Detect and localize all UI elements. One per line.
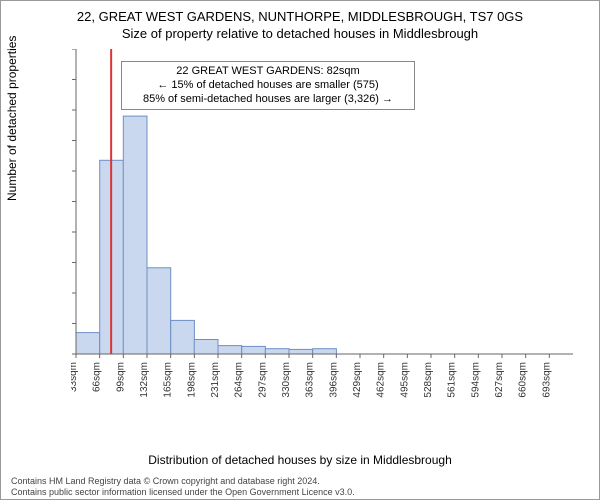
- callout-line-2: ← 15% of detached houses are smaller (57…: [128, 79, 408, 93]
- svg-text:594sqm: 594sqm: [470, 362, 481, 398]
- y-axis-label: Number of detached properties: [5, 36, 19, 201]
- svg-text:99sqm: 99sqm: [115, 362, 126, 392]
- svg-text:495sqm: 495sqm: [399, 362, 410, 398]
- callout-box: 22 GREAT WEST GARDENS: 82sqm ← 15% of de…: [121, 61, 415, 110]
- svg-text:429sqm: 429sqm: [352, 362, 363, 398]
- svg-text:66sqm: 66sqm: [92, 362, 103, 392]
- svg-text:33sqm: 33sqm: [71, 362, 79, 392]
- svg-text:132sqm: 132sqm: [139, 362, 150, 398]
- svg-text:396sqm: 396sqm: [328, 362, 339, 398]
- callout-line-1: 22 GREAT WEST GARDENS: 82sqm: [128, 65, 408, 79]
- title-line-2: Size of property relative to detached ho…: [9, 26, 591, 43]
- svg-text:198sqm: 198sqm: [186, 362, 197, 398]
- svg-text:231sqm: 231sqm: [210, 362, 221, 398]
- x-axis-label: Distribution of detached houses by size …: [1, 453, 599, 467]
- title-line-1: 22, GREAT WEST GARDENS, NUNTHORPE, MIDDL…: [9, 9, 591, 26]
- chart-container: 22, GREAT WEST GARDENS, NUNTHORPE, MIDDL…: [0, 0, 600, 500]
- svg-text:693sqm: 693sqm: [541, 362, 552, 398]
- svg-text:528sqm: 528sqm: [423, 362, 434, 398]
- svg-text:165sqm: 165sqm: [163, 362, 174, 398]
- svg-text:297sqm: 297sqm: [257, 362, 268, 398]
- svg-text:561sqm: 561sqm: [447, 362, 458, 398]
- svg-text:363sqm: 363sqm: [305, 362, 316, 398]
- chart-area: 020040060080010001200140016001800200033s…: [71, 49, 581, 409]
- svg-text:264sqm: 264sqm: [234, 362, 245, 398]
- footer-line-2: Contains public sector information licen…: [11, 487, 589, 497]
- callout-line-3: 85% of semi-detached houses are larger (…: [128, 93, 408, 107]
- svg-text:660sqm: 660sqm: [518, 362, 529, 398]
- svg-text:330sqm: 330sqm: [281, 362, 292, 398]
- svg-text:462sqm: 462sqm: [376, 362, 387, 398]
- footer-line-1: Contains HM Land Registry data © Crown c…: [11, 476, 589, 486]
- svg-text:627sqm: 627sqm: [494, 362, 505, 398]
- footer: Contains HM Land Registry data © Crown c…: [1, 476, 599, 497]
